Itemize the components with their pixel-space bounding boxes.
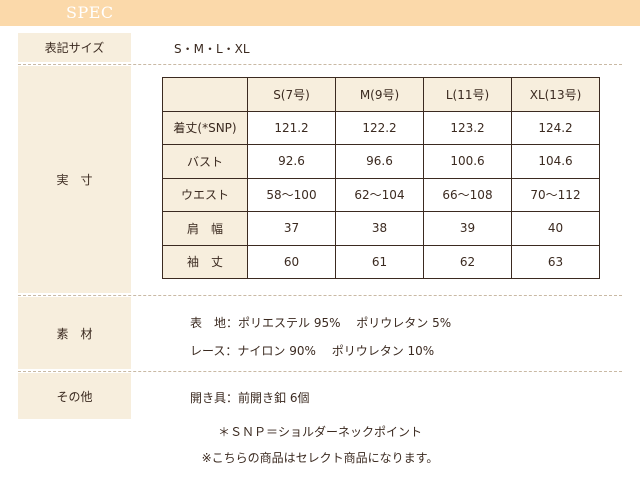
table-cell: 39 <box>423 211 512 246</box>
table-cell: 61 <box>335 244 424 279</box>
material-line: レース：ナイロン 90% ポリウレタン 10% <box>190 344 435 358</box>
table-header-cell: XL(13号) <box>511 77 600 112</box>
table-cell: 100.6 <box>423 144 512 179</box>
material-line: 表 地：ポリエステル 95% ポリウレタン 5% <box>190 316 452 330</box>
row-label: ウエスト <box>162 177 248 212</box>
table-cell: 63 <box>511 244 600 279</box>
spec-header-bar: SPEC <box>0 0 640 26</box>
table-cell: 121.2 <box>247 110 336 145</box>
row-label: バスト <box>162 144 248 179</box>
table-row: 着丈(*SNP) 121.2 122.2 123.2 124.2 <box>162 110 600 145</box>
table-row: 袖 丈 60 61 62 63 <box>162 244 600 279</box>
table-cell: 37 <box>247 211 336 246</box>
other-value: 開き具：前開き釦 6個 <box>190 391 310 405</box>
table-row: ウエスト 58～100 62～104 66～108 70～112 <box>162 177 600 212</box>
table-cell: 122.2 <box>335 110 424 145</box>
divider <box>18 64 622 65</box>
table-cell: 62～104 <box>335 177 424 212</box>
table-cell: 92.6 <box>247 144 336 179</box>
dimensions-label: 実 寸 <box>56 173 93 187</box>
table-cell: 123.2 <box>423 110 512 145</box>
size-label: 表記サイズ <box>44 41 105 55</box>
table-header-corner <box>162 77 248 112</box>
table-cell: 66～108 <box>423 177 512 212</box>
row-label: 肩 幅 <box>162 211 248 246</box>
footer-note-snp: ＊ＳＮＰ＝ショルダーネックポイント <box>217 425 422 439</box>
other-label-cell: その他 <box>18 373 131 419</box>
table-row: バスト 92.6 96.6 100.6 104.6 <box>162 144 600 179</box>
size-value: S・M・L・XL <box>174 42 250 56</box>
table-header-row: S(7号) M(9号) L(11号) XL(13号) <box>162 77 600 112</box>
table-cell: 62 <box>423 244 512 279</box>
size-label-cell: 表記サイズ <box>18 33 131 62</box>
table-cell: 70～112 <box>511 177 600 212</box>
material-label: 素 材 <box>56 326 93 341</box>
row-label: 袖 丈 <box>162 244 248 279</box>
divider <box>18 371 622 372</box>
other-label: その他 <box>56 389 93 404</box>
footer-note-select: ※こちらの商品はセレクト商品になります。 <box>201 451 439 465</box>
table-header-cell: S(7号) <box>247 77 336 112</box>
dimensions-label-cell: 実 寸 <box>18 66 131 293</box>
table-row: 肩 幅 37 38 39 40 <box>162 211 600 246</box>
table-header-cell: L(11号) <box>423 77 512 112</box>
table-header-cell: M(9号) <box>335 77 424 112</box>
spec-title: SPEC <box>66 3 114 22</box>
row-label: 着丈(*SNP) <box>162 110 248 145</box>
table-cell: 96.6 <box>335 144 424 179</box>
size-table: S(7号) M(9号) L(11号) XL(13号) 着丈(*SNP) 121.… <box>162 77 600 279</box>
table-cell: 124.2 <box>511 110 600 145</box>
divider <box>18 295 622 296</box>
table-cell: 40 <box>511 211 600 246</box>
table-cell: 58～100 <box>247 177 336 212</box>
table-cell: 104.6 <box>511 144 600 179</box>
table-cell: 38 <box>335 211 424 246</box>
material-label-cell: 素 材 <box>18 297 131 369</box>
table-cell: 60 <box>247 244 336 279</box>
